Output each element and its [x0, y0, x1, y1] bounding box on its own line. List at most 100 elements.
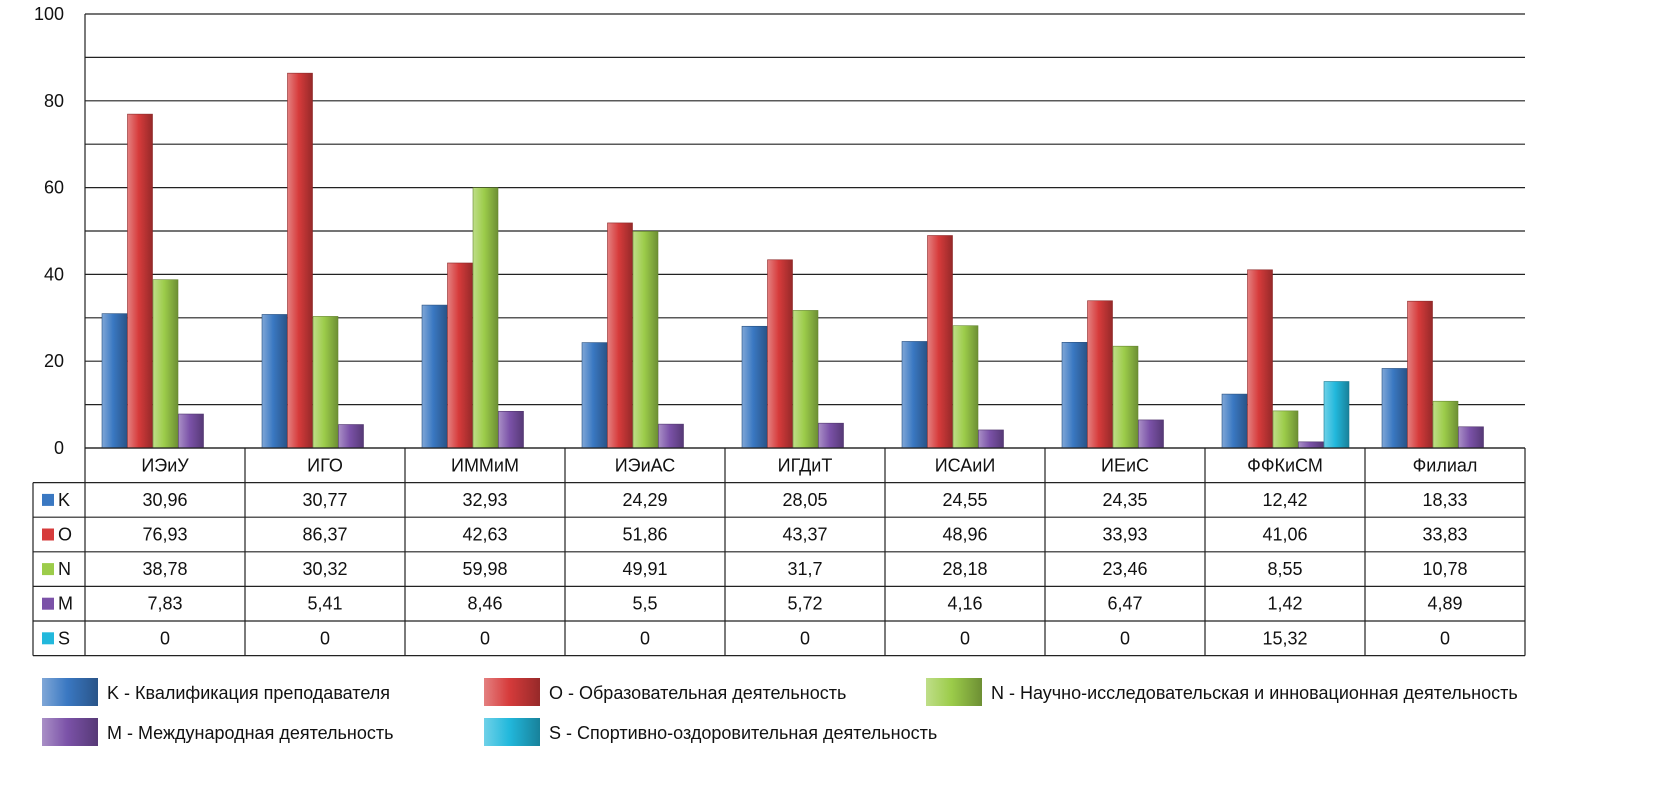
data-label: 5,72	[787, 594, 822, 614]
bar-o	[447, 262, 473, 449]
data-label: 1,42	[1267, 594, 1302, 614]
bar-k	[581, 342, 608, 449]
bar-m	[658, 423, 684, 449]
legend-label: S - Спортивно-оздоровительная деятельнос…	[549, 723, 937, 743]
legend-swatch	[42, 678, 98, 706]
y-tick-label: 100	[34, 4, 64, 24]
bar-s	[1323, 381, 1350, 449]
legend-swatch	[42, 718, 98, 746]
data-label: 51,86	[622, 525, 667, 545]
data-label: 4,89	[1427, 594, 1462, 614]
bar-m	[818, 422, 844, 449]
data-label: 31,7	[787, 559, 822, 579]
legend-swatch	[484, 718, 540, 746]
bar-k	[1061, 342, 1088, 449]
data-label: 48,96	[942, 525, 987, 545]
data-label: 12,42	[1262, 490, 1307, 510]
data-label: 10,78	[1422, 559, 1467, 579]
bar-n	[792, 310, 819, 449]
bar-k	[421, 304, 448, 449]
data-label: 0	[480, 628, 490, 648]
legend-swatch	[484, 678, 540, 706]
data-label: 59,98	[462, 559, 507, 579]
legend-swatch	[926, 678, 982, 706]
bar-m	[178, 413, 204, 449]
bar-n	[472, 187, 499, 449]
bar-o	[1247, 269, 1273, 449]
bar-o	[127, 113, 153, 449]
data-label: 8,46	[467, 594, 502, 614]
data-label: 24,29	[622, 490, 667, 510]
data-label: 6,47	[1107, 594, 1142, 614]
data-label: 33,93	[1102, 525, 1147, 545]
y-tick-label: 0	[54, 438, 64, 458]
data-label: 32,93	[462, 490, 507, 510]
legend-label: N - Научно-исследовательская и инновацио…	[991, 683, 1518, 703]
data-label: 49,91	[622, 559, 667, 579]
category-label: ИСАиИ	[935, 455, 996, 475]
bar-m	[498, 410, 524, 449]
y-tick-label: 60	[44, 178, 64, 198]
category-label: ИЕиС	[1101, 455, 1149, 475]
data-label: 0	[160, 628, 170, 648]
y-tick-label: 20	[44, 351, 64, 371]
bar-n	[1112, 345, 1139, 449]
data-label: 42,63	[462, 525, 507, 545]
legend-label: K - Квалификация преподавателя	[107, 683, 390, 703]
data-label: 30,96	[142, 490, 187, 510]
data-label: 5,41	[307, 594, 342, 614]
bar-o	[927, 235, 953, 449]
row-legend-key-k	[42, 493, 54, 506]
row-legend-key-n	[42, 563, 54, 576]
data-label: 43,37	[782, 525, 827, 545]
bar-m	[1138, 419, 1164, 449]
y-axis: 0 20 40 60 80 100	[34, 4, 64, 458]
data-label: 0	[320, 628, 330, 648]
data-label: 28,05	[782, 490, 827, 510]
category-label: ФФКиСМ	[1247, 455, 1323, 475]
category-label: ИЭиУ	[141, 455, 189, 475]
row-series-name: K	[58, 490, 70, 510]
legend-label: M - Международная деятельность	[107, 723, 394, 743]
data-label: 0	[640, 628, 650, 648]
row-legend-key-m	[42, 597, 54, 610]
data-label: 30,77	[302, 490, 347, 510]
bar-n	[952, 325, 979, 449]
row-series-name: N	[58, 559, 71, 579]
data-label: 0	[960, 628, 970, 648]
bar-o	[1407, 300, 1433, 449]
bar-m	[1298, 441, 1324, 449]
data-label: 0	[800, 628, 810, 648]
category-label: ИГО	[307, 455, 343, 475]
data-label: 24,55	[942, 490, 987, 510]
data-label: 24,35	[1102, 490, 1147, 510]
bar-n	[1432, 400, 1459, 449]
data-label: 86,37	[302, 525, 347, 545]
bar-m	[1458, 426, 1484, 449]
bar-o	[287, 72, 313, 449]
bar-m	[338, 424, 364, 449]
bar-n	[152, 279, 179, 449]
bar-k	[1221, 393, 1248, 449]
data-table: ИЭиУ ИГО ИММиМ ИЭиАС ИГДиТ ИСАиИ ИЕиС ФФКиСМ Фил…	[32, 447, 1526, 657]
legend: K - Квалификация преподавателя O - Образо…	[42, 678, 1518, 746]
y-tick-label: 40	[44, 264, 64, 284]
row-series-name: O	[58, 525, 72, 545]
data-label: 18,33	[1422, 490, 1467, 510]
bar-k	[901, 341, 928, 449]
data-label: 7,83	[147, 594, 182, 614]
bar-n	[312, 316, 339, 449]
data-label: 28,18	[942, 559, 987, 579]
bar-n	[1272, 410, 1299, 449]
data-label: 30,32	[302, 559, 347, 579]
bar-k	[741, 325, 768, 449]
data-label: 41,06	[1262, 525, 1307, 545]
bar-o	[1087, 300, 1113, 449]
category-label: ИММиМ	[451, 455, 519, 475]
category-label: ИГДиТ	[778, 455, 833, 475]
data-label: 76,93	[142, 525, 187, 545]
data-label: 8,55	[1267, 559, 1302, 579]
data-label: 0	[1120, 628, 1130, 648]
data-label: 33,83	[1422, 525, 1467, 545]
